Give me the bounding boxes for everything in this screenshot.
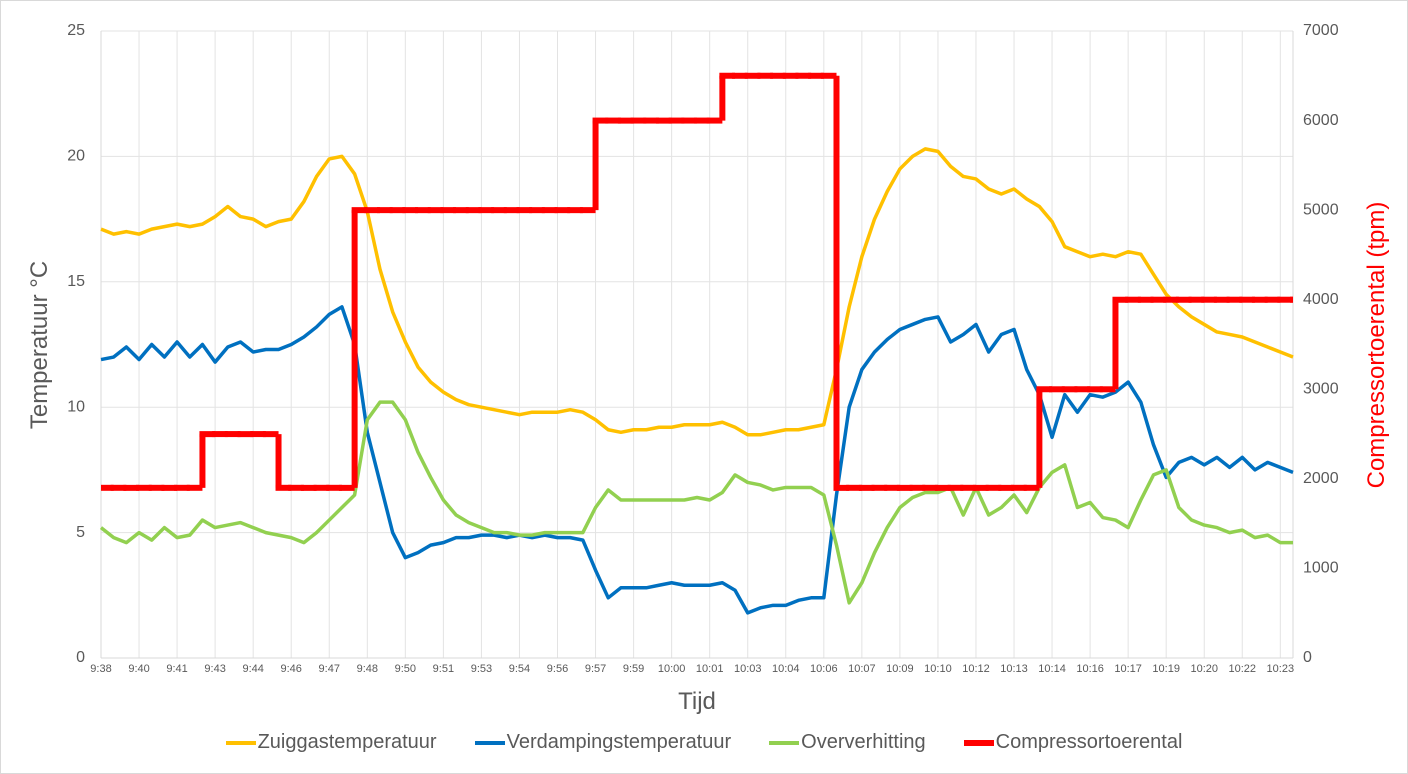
legend-item: Verdampingstemperatuur — [474, 731, 732, 754]
series-line — [100, 305, 1294, 615]
legend-item: Oververhitting — [769, 731, 926, 754]
y2-tick-label: 2000 — [1303, 470, 1339, 487]
y-axis-label: Temperatuur °C — [26, 261, 53, 429]
x-tick-label: 10:14 — [1038, 663, 1066, 675]
legend-swatch — [225, 740, 256, 745]
y-tick-label: 10 — [67, 398, 85, 415]
y2-tick-label: 7000 — [1303, 22, 1339, 39]
x-tick-label: 10:09 — [886, 663, 914, 675]
y2-tick-label: 0 — [1303, 649, 1312, 666]
y2-tick-label: 5000 — [1303, 201, 1339, 218]
x-tick-label: 9:54 — [509, 663, 530, 675]
x-tick-label: 9:46 — [281, 663, 302, 675]
legend-item: Compressortoerental — [963, 731, 1183, 754]
legend: Zuiggastemperatuur Verdampingstemperatuur… — [1, 731, 1407, 754]
legend-label: Oververhitting — [801, 731, 926, 753]
x-tick-label: 10:10 — [924, 663, 952, 675]
y2-tick-label: 1000 — [1303, 560, 1339, 577]
x-tick-label: 10:00 — [658, 663, 686, 675]
x-tick-label: 10:01 — [696, 663, 724, 675]
y2-axis-label: Compressortoerental (tpm) — [1363, 202, 1390, 489]
x-tick-label: 9:47 — [319, 663, 340, 675]
step-line — [101, 72, 1293, 491]
series-line — [99, 400, 1293, 605]
y-tick-label: 25 — [67, 22, 85, 39]
chart: Temperatuur °C Compressortoerental (tpm)… — [26, 22, 1390, 715]
x-tick-label: 10:13 — [1000, 663, 1028, 675]
x-tick-label: 9:40 — [128, 663, 149, 675]
legend-label: Compressortoerental — [995, 731, 1183, 753]
x-tick-label: 9:43 — [204, 663, 225, 675]
legend-swatch — [474, 740, 505, 745]
y2-tick-label: 4000 — [1303, 291, 1339, 308]
x-tick-label: 10:04 — [772, 663, 800, 675]
y-tick-label: 0 — [76, 649, 85, 666]
x-tick-label: 10:17 — [1114, 663, 1142, 675]
x-tick-label: 10:23 — [1267, 663, 1295, 675]
x-tick-label: 10:20 — [1190, 663, 1218, 675]
x-tick-label: 10:06 — [810, 663, 838, 675]
series-line — [100, 147, 1294, 437]
x-axis-label: Tijd — [678, 688, 716, 715]
legend-swatch — [963, 739, 994, 746]
y-tick-label: 20 — [67, 148, 85, 165]
y-tick-label: 5 — [76, 524, 85, 541]
x-tick-label: 9:53 — [471, 663, 492, 675]
grid — [100, 30, 1293, 659]
x-tick-label: 10:16 — [1076, 663, 1104, 675]
x-tick-label: 10:22 — [1229, 663, 1257, 675]
y2-tick-label: 3000 — [1303, 381, 1339, 398]
x-tick-label: 9:48 — [357, 663, 378, 675]
x-tick-label: 10:07 — [848, 663, 876, 675]
x-tick-label: 9:59 — [623, 663, 644, 675]
x-tick-label: 10:12 — [962, 663, 990, 675]
x-tick-label: 9:38 — [90, 663, 111, 675]
legend-label: Verdampingstemperatuur — [506, 731, 732, 753]
x-tick-label: 9:41 — [166, 663, 187, 675]
legend-swatch — [769, 740, 800, 745]
x-tick-label: 9:44 — [242, 663, 263, 675]
legend-item: Zuiggastemperatuur — [225, 731, 437, 754]
x-tick-label: 9:50 — [395, 663, 416, 675]
x-tick-label: 10:19 — [1152, 663, 1180, 675]
x-tick-label: 10:03 — [734, 663, 762, 675]
x-tick-label: 9:51 — [433, 663, 454, 675]
y-tick-label: 15 — [67, 273, 85, 290]
x-tick-label: 9:56 — [547, 663, 568, 675]
x-tick-label: 9:57 — [585, 663, 606, 675]
legend-label: Zuiggastemperatuur — [257, 731, 437, 753]
y2-tick-label: 6000 — [1303, 112, 1339, 129]
